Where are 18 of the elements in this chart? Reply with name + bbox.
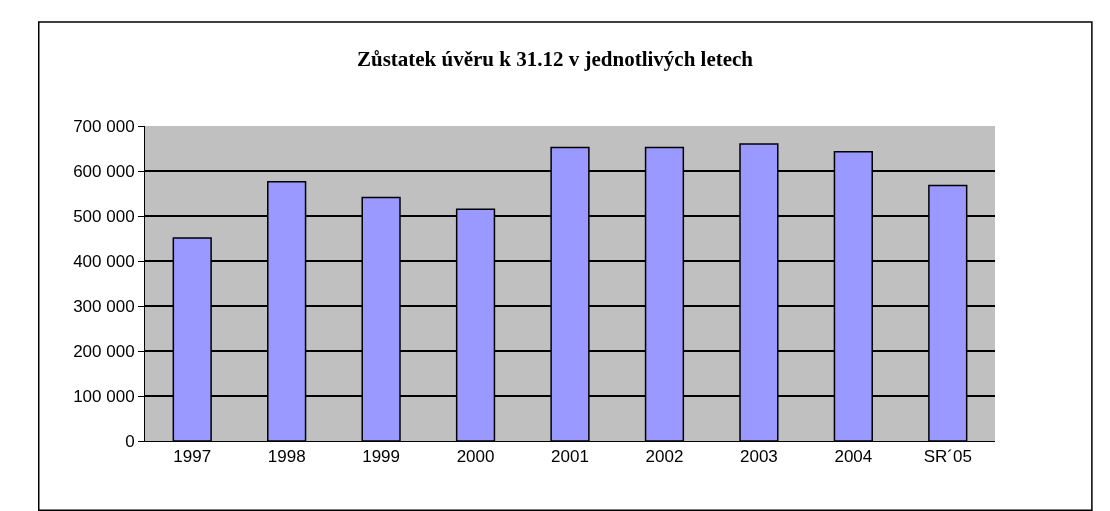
y-tick-label: 600 000 xyxy=(73,161,135,181)
y-tick-label: 0 xyxy=(125,431,135,451)
x-tick-label: SR´05 xyxy=(923,447,972,467)
x-tick-label: 2001 xyxy=(551,447,589,467)
y-tick-label: 500 000 xyxy=(73,206,135,226)
x-tick-label: 1999 xyxy=(362,447,401,467)
y-tick-label: 700 000 xyxy=(73,116,135,136)
y-tick-label: 200 000 xyxy=(73,341,135,361)
y-tick-label: 400 000 xyxy=(73,251,135,271)
chart-title: Zůstatek úvěru k 31.12 v jednotlivých letech xyxy=(356,46,754,71)
x-tick-label: 1998 xyxy=(267,447,306,467)
x-tick-label: 2002 xyxy=(645,447,684,467)
x-tick-label: 1997 xyxy=(173,447,212,467)
x-tick-label: 2003 xyxy=(739,447,778,467)
y-tick-label: 300 000 xyxy=(73,296,135,316)
y-tick-label: 100 000 xyxy=(73,386,135,406)
x-tick-label: 2004 xyxy=(834,447,873,467)
x-tick-label: 2000 xyxy=(456,447,495,467)
